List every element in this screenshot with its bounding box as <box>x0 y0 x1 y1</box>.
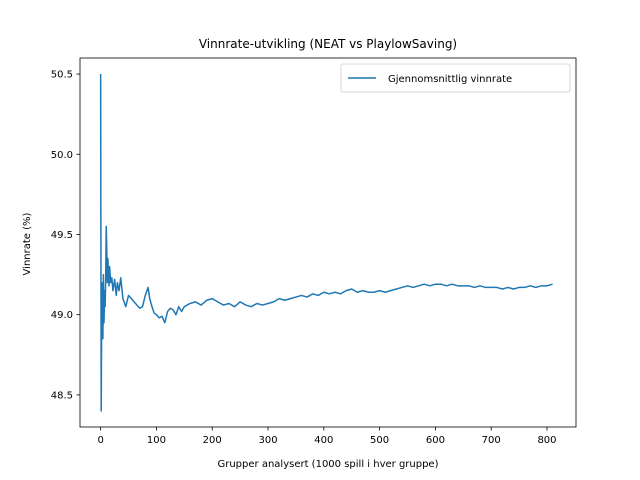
x-tick-label: 100 <box>147 435 166 446</box>
x-tick-label: 700 <box>482 435 501 446</box>
x-tick-label: 800 <box>537 435 556 446</box>
y-tick-label: 49.5 <box>51 230 73 241</box>
legend-box <box>340 63 571 93</box>
x-tick-label: 0 <box>97 435 103 446</box>
plot-area <box>99 74 553 412</box>
chart-title: Vinnrate-utvikling (NEAT vs PlaylowSavin… <box>199 37 457 51</box>
series-line-0 <box>99 74 553 412</box>
y-tick-label: 50.5 <box>51 70 73 81</box>
x-axis-label: Grupper analysert (1000 spill i hver gru… <box>217 459 438 470</box>
legend: Gjennomsnittlig vinnrate <box>340 63 571 93</box>
axis-ticks: 0 100 200 300 400 500 600 700 800 48.5 49.0 49.5 50.… <box>51 70 557 446</box>
x-tick-label: 500 <box>370 435 389 446</box>
y-tick-label: 50.0 <box>51 150 73 161</box>
x-tick-label: 300 <box>258 435 277 446</box>
x-tick-label: 600 <box>426 435 445 446</box>
y-axis-label: Vinnrate (%) <box>22 212 33 275</box>
x-tick-label: 200 <box>203 435 222 446</box>
x-tick-label: 400 <box>314 435 333 446</box>
y-tick-label: 48.5 <box>51 390 73 401</box>
legend-entry-label: Gjennomsnittlig vinnrate <box>388 74 512 85</box>
axes-frame <box>79 57 577 428</box>
y-tick-label: 49.0 <box>51 310 73 321</box>
